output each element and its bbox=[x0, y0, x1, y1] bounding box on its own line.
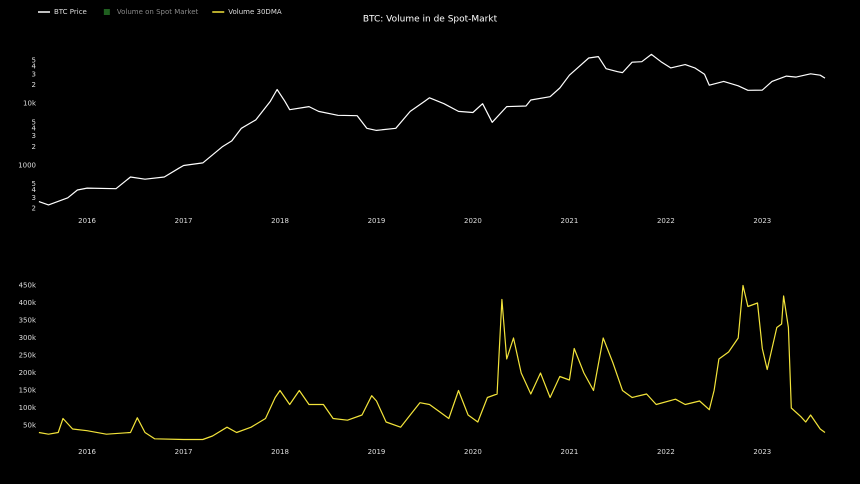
y-tick-label: 5 bbox=[32, 57, 36, 65]
y-tick-label: 1000 bbox=[18, 161, 36, 169]
y-tick-label: 4 bbox=[32, 63, 37, 71]
x-tick-label: 2023 bbox=[753, 448, 771, 456]
y-tick-label: 5 bbox=[32, 118, 36, 126]
legend-swatch bbox=[103, 9, 110, 15]
legend-label[interactable]: Volume 30DMA bbox=[228, 8, 282, 16]
line-series bbox=[38, 284, 826, 441]
line-series bbox=[38, 53, 826, 206]
x-tick-label: 2016 bbox=[78, 217, 96, 225]
x-tick-label: 2022 bbox=[657, 217, 675, 225]
y-tick-label: 100k bbox=[19, 404, 37, 412]
x-tick-label: 2020 bbox=[464, 448, 482, 456]
x-tick-label: 2020 bbox=[464, 217, 482, 225]
y-tick-label: 4 bbox=[32, 186, 37, 194]
x-tick-label: 2021 bbox=[560, 448, 578, 456]
y-tick-label: 450k bbox=[19, 281, 37, 289]
y-tick-label: 300k bbox=[19, 334, 37, 342]
x-tick-label: 2018 bbox=[271, 217, 289, 225]
x-tick-label: 2017 bbox=[175, 448, 193, 456]
y-tick-label: 4 bbox=[32, 124, 37, 132]
x-tick-label: 2021 bbox=[560, 217, 578, 225]
x-tick-label: 2019 bbox=[368, 448, 386, 456]
x-tick-label: 2017 bbox=[175, 217, 193, 225]
x-tick-label: 2016 bbox=[78, 448, 96, 456]
legend-label[interactable]: BTC Price bbox=[54, 8, 87, 16]
x-tick-label: 2022 bbox=[657, 448, 675, 456]
y-tick-label: 50k bbox=[23, 421, 37, 429]
y-tick-label: 200k bbox=[19, 369, 37, 377]
legend-label[interactable]: Volume on Spot Market bbox=[117, 8, 199, 16]
x-tick-label: 2019 bbox=[368, 217, 386, 225]
y-tick-label: 150k bbox=[19, 386, 37, 394]
y-tick-label: 5 bbox=[32, 180, 36, 188]
y-tick-label: 250k bbox=[19, 351, 37, 359]
y-tick-label: 2 bbox=[32, 143, 36, 151]
y-tick-label: 10k bbox=[23, 100, 37, 108]
x-tick-label: 2023 bbox=[753, 217, 771, 225]
x-tick-label: 2018 bbox=[271, 448, 289, 456]
y-tick-label: 3 bbox=[32, 194, 36, 202]
y-tick-label: 3 bbox=[32, 70, 36, 78]
y-tick-label: 2 bbox=[32, 205, 36, 213]
y-tick-label: 2 bbox=[32, 81, 36, 89]
chart-title: BTC: Volume in de Spot-Markt bbox=[363, 15, 498, 25]
y-tick-label: 3 bbox=[32, 132, 36, 140]
y-tick-label: 350k bbox=[19, 316, 37, 324]
y-tick-label: 400k bbox=[19, 299, 37, 307]
